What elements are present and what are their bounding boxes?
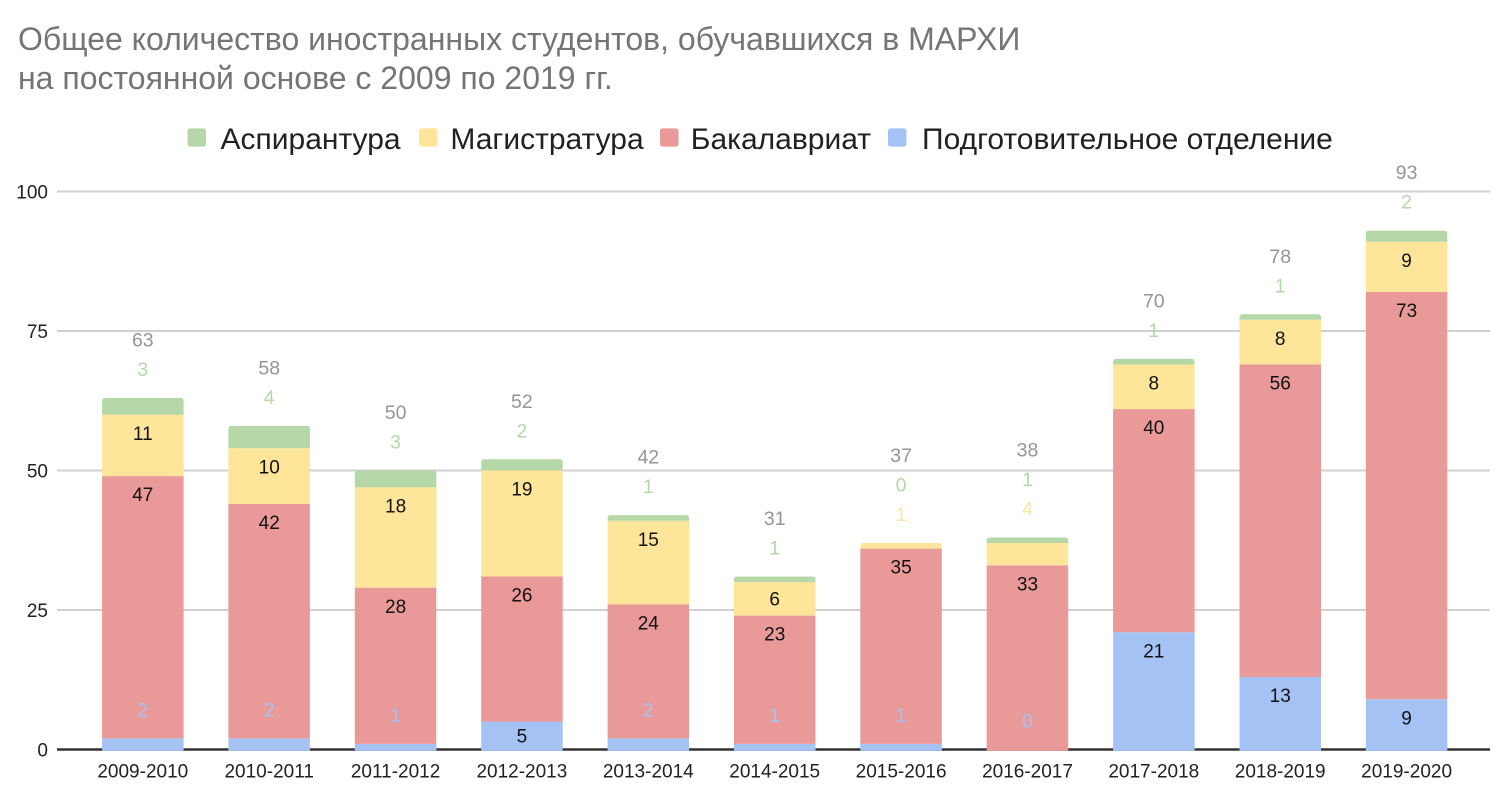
svg-text:23: 23 <box>764 625 785 646</box>
svg-text:0: 0 <box>1022 711 1033 733</box>
svg-text:13: 13 <box>1270 686 1291 707</box>
svg-text:52: 52 <box>511 391 533 413</box>
svg-text:1: 1 <box>1148 320 1159 342</box>
svg-text:25: 25 <box>27 601 48 622</box>
svg-text:1: 1 <box>769 538 780 560</box>
svg-text:18: 18 <box>385 496 406 517</box>
svg-text:1: 1 <box>769 705 780 727</box>
svg-text:78: 78 <box>1269 246 1291 268</box>
svg-text:47: 47 <box>132 485 153 506</box>
svg-text:1: 1 <box>1275 275 1286 297</box>
svg-text:11: 11 <box>133 424 153 445</box>
svg-text:2014-2015: 2014-2015 <box>729 762 820 783</box>
svg-text:3: 3 <box>390 432 401 454</box>
svg-text:26: 26 <box>511 586 532 607</box>
svg-text:2: 2 <box>1401 192 1412 214</box>
svg-text:2017-2018: 2017-2018 <box>1108 762 1199 783</box>
svg-text:15: 15 <box>638 530 659 551</box>
svg-text:2015-2016: 2015-2016 <box>856 762 947 783</box>
svg-text:2019-2020: 2019-2020 <box>1361 762 1452 783</box>
svg-text:38: 38 <box>1017 440 1039 462</box>
svg-text:4: 4 <box>1022 499 1033 521</box>
svg-text:33: 33 <box>1017 575 1038 596</box>
svg-text:Бакалавриат: Бакалавриат <box>691 123 871 156</box>
svg-text:93: 93 <box>1396 162 1418 184</box>
svg-text:Подготовительное отделение: Подготовительное отделение <box>922 123 1333 156</box>
svg-text:10: 10 <box>259 457 280 478</box>
svg-text:2: 2 <box>516 420 527 442</box>
svg-text:2010-2011: 2010-2011 <box>224 762 313 783</box>
svg-text:1: 1 <box>643 476 654 498</box>
svg-text:8: 8 <box>1149 374 1160 395</box>
svg-text:24: 24 <box>638 614 660 635</box>
svg-text:40: 40 <box>1143 418 1164 439</box>
svg-text:50: 50 <box>27 461 48 482</box>
svg-text:2012-2013: 2012-2013 <box>476 762 567 783</box>
svg-text:100: 100 <box>16 182 48 203</box>
svg-text:63: 63 <box>132 330 154 352</box>
svg-text:Общее количество иностранных с: Общее количество иностранных студентов, … <box>18 21 1020 57</box>
svg-text:4: 4 <box>264 387 275 409</box>
svg-text:1: 1 <box>896 705 907 727</box>
svg-text:Магистратура: Магистратура <box>450 123 644 156</box>
svg-text:28: 28 <box>385 597 406 618</box>
svg-text:42: 42 <box>637 447 659 469</box>
svg-text:50: 50 <box>385 402 407 424</box>
svg-text:31: 31 <box>764 508 786 530</box>
svg-text:0: 0 <box>896 475 907 497</box>
svg-text:6: 6 <box>769 590 780 611</box>
svg-text:2018-2019: 2018-2019 <box>1235 762 1326 783</box>
svg-text:56: 56 <box>1270 374 1291 395</box>
svg-text:2: 2 <box>264 699 275 721</box>
svg-text:9: 9 <box>1401 251 1412 272</box>
svg-text:73: 73 <box>1396 301 1417 322</box>
svg-text:2: 2 <box>137 699 148 721</box>
svg-text:2: 2 <box>643 699 654 721</box>
svg-text:37: 37 <box>890 445 912 467</box>
svg-text:2009-2010: 2009-2010 <box>97 762 188 783</box>
svg-text:на постоянной основе с 2009 по: на постоянной основе с 2009 по 2019 гг. <box>18 60 613 96</box>
svg-text:58: 58 <box>258 357 280 379</box>
svg-text:1: 1 <box>896 504 907 526</box>
svg-text:5: 5 <box>517 726 528 747</box>
svg-text:3: 3 <box>137 359 148 381</box>
svg-text:2011-2012: 2011-2012 <box>351 762 440 783</box>
svg-text:1: 1 <box>390 705 401 727</box>
svg-text:21: 21 <box>1143 641 1164 662</box>
svg-text:0: 0 <box>37 740 48 761</box>
svg-text:42: 42 <box>259 513 280 534</box>
svg-text:19: 19 <box>511 480 532 501</box>
svg-text:2016-2017: 2016-2017 <box>982 762 1073 783</box>
svg-text:75: 75 <box>27 322 48 343</box>
svg-text:1: 1 <box>1022 469 1033 491</box>
svg-text:8: 8 <box>1275 329 1286 350</box>
svg-text:2013-2014: 2013-2014 <box>603 762 694 783</box>
svg-text:9: 9 <box>1401 708 1412 729</box>
svg-text:70: 70 <box>1143 290 1165 312</box>
svg-text:Аспирантура: Аспирантура <box>221 123 401 156</box>
svg-text:35: 35 <box>891 558 912 579</box>
